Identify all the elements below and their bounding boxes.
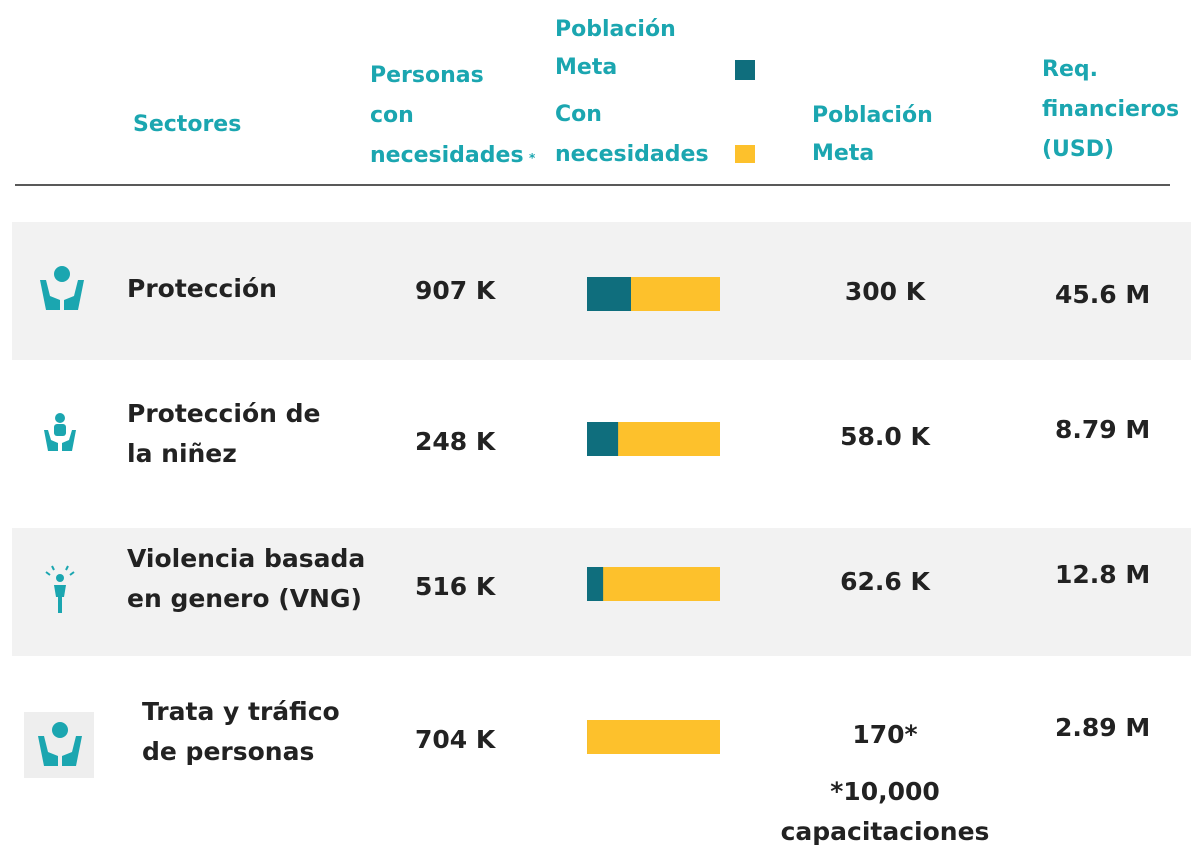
target-value: 62.6 K (840, 562, 930, 602)
needs-value: 704 K (415, 720, 495, 760)
column-header: Meta (812, 134, 874, 174)
column-header: Población (812, 96, 933, 136)
sector-name: de personas (142, 732, 314, 772)
icon-bg (24, 712, 94, 778)
column-header: financieros (1042, 90, 1179, 130)
target-value: 58.0 K (840, 417, 930, 457)
target-bar (587, 567, 603, 601)
target-value: 300 K (845, 272, 925, 312)
legend-label: Con (555, 95, 602, 135)
requirement-value: 8.79 M (1055, 410, 1150, 450)
needs-value: 516 K (415, 567, 495, 607)
needs-bar (587, 720, 720, 754)
target-bar (587, 422, 618, 456)
sector-name: en genero (VNG) (127, 579, 362, 619)
column-header: con (370, 96, 414, 136)
requirement-value: 45.6 M (1055, 275, 1150, 315)
requirement-value: 2.89 M (1055, 708, 1150, 748)
sector-name: la niñez (127, 434, 237, 474)
column-header: Sectores (133, 105, 241, 145)
sector-name: Trata y tráfico (142, 692, 340, 732)
needs-value: 248 K (415, 422, 495, 462)
sector-name: Protección (127, 269, 277, 309)
sector-name: Violencia basada (127, 539, 365, 579)
footnote: *10,000 (830, 772, 940, 812)
column-header: necesidades (370, 136, 524, 176)
footnote: capacitaciones (781, 812, 990, 852)
needs-value: 907 K (415, 271, 495, 311)
legend-swatch (735, 145, 755, 163)
footnote-mark: * (529, 138, 535, 178)
column-header: (USD) (1042, 130, 1114, 170)
legend-label: Meta (555, 48, 617, 88)
needs-bar (587, 567, 720, 601)
icon (44, 413, 76, 451)
legend-swatch (735, 60, 755, 80)
legend-label: necesidades (555, 135, 709, 175)
requirement-value: 12.8 M (1055, 555, 1150, 595)
column-header: Req. (1042, 50, 1098, 90)
target-value: 170* (852, 715, 917, 755)
column-header: Personas (370, 56, 484, 96)
target-bar (587, 277, 631, 311)
sector-name: Protección de (127, 394, 320, 434)
legend-label: Población (555, 10, 676, 50)
